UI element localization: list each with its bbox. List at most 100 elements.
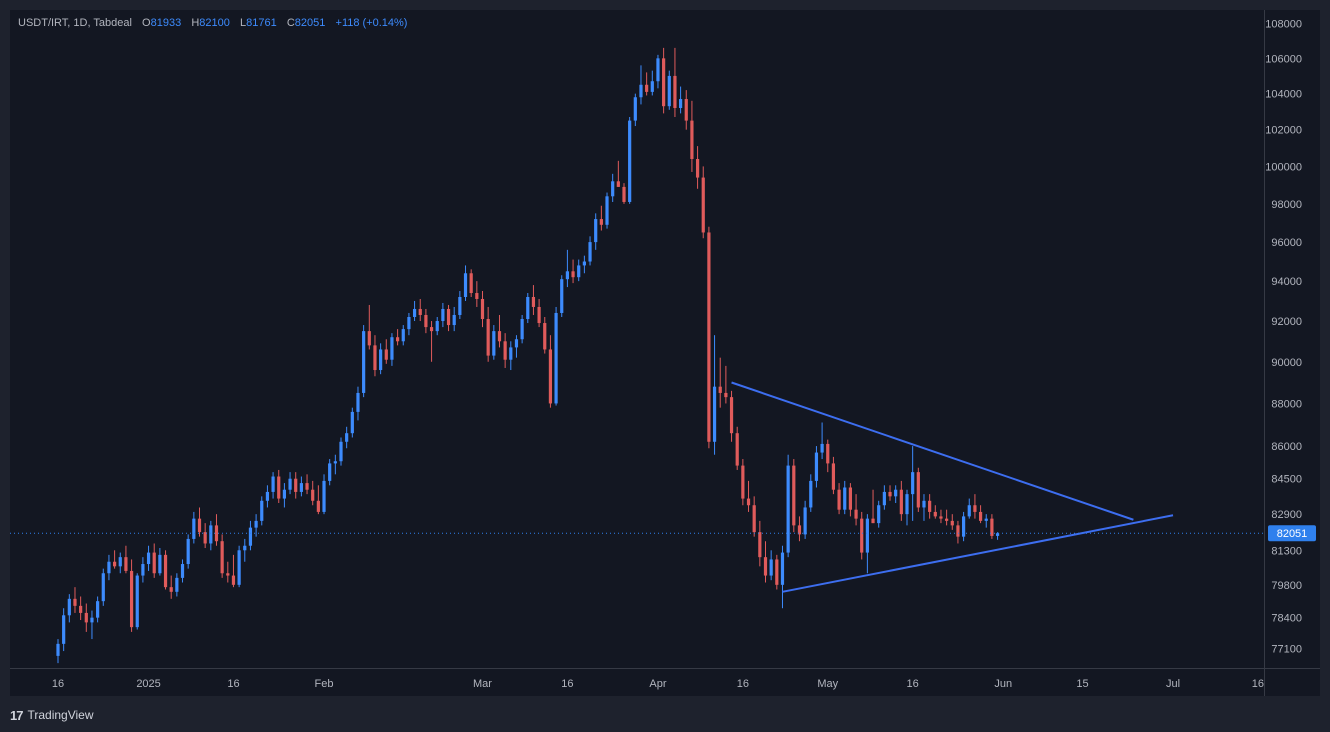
y-tick-label: 108000 [1265, 19, 1302, 31]
candle-body [967, 505, 971, 517]
candle-body [237, 550, 241, 585]
candle-body [180, 564, 185, 578]
candle-body [480, 298, 485, 320]
candle-body [882, 491, 886, 506]
y-tick-label: 88000 [1271, 398, 1302, 410]
time-axis-area[interactable] [10, 668, 1264, 696]
candle-body [492, 331, 496, 356]
candle-body [995, 533, 1000, 536]
candle-body [741, 465, 745, 499]
candle-body [594, 219, 598, 243]
y-tick-label: 106000 [1265, 53, 1302, 65]
y-tick-label: 92000 [1271, 316, 1302, 328]
symbol-label[interactable]: USDT/IRT, 1D, Tabdeal [18, 17, 132, 29]
candle-body [792, 465, 796, 526]
x-tick-label: Apr [649, 678, 666, 690]
candle-body [163, 554, 168, 588]
candle-body [837, 489, 841, 510]
candle-body [271, 476, 275, 492]
candle-body [865, 518, 869, 553]
candle-body [446, 308, 451, 326]
candle-body [786, 465, 790, 553]
candle-body [928, 500, 932, 512]
candle-body [282, 489, 286, 499]
x-tick-label: 15 [1076, 678, 1088, 690]
tradingview-logo-icon: 17 [10, 707, 24, 723]
candle-body [129, 570, 134, 628]
last-price-label: 82051 [1277, 528, 1308, 540]
candle-body [922, 500, 926, 508]
candle-body [763, 557, 768, 576]
candle-body [860, 518, 864, 553]
trendline-lower[interactable] [782, 514, 1174, 593]
candle-body [248, 527, 253, 546]
y-tick-label: 81300 [1271, 545, 1302, 557]
x-tick-label: Feb [315, 678, 334, 690]
candle-body [288, 478, 292, 490]
candle-body [475, 293, 479, 299]
candle-body [260, 500, 264, 521]
tradingview-footer[interactable]: 17 TradingView [10, 704, 94, 726]
candle-body [905, 494, 909, 515]
y-tick-label: 79800 [1271, 580, 1302, 592]
candle-body [945, 518, 949, 521]
candle-body [305, 483, 309, 490]
candle-body [463, 273, 468, 297]
trendline-upper[interactable] [731, 381, 1134, 521]
candle-body [701, 177, 705, 233]
candle-body [390, 337, 394, 360]
candle-body [231, 575, 236, 585]
y-tick-label: 77100 [1271, 644, 1302, 656]
candle-body [497, 331, 502, 342]
y-tick-label: 96000 [1271, 237, 1302, 249]
x-tick-label: Jul [1166, 678, 1180, 690]
candle-body [690, 120, 694, 159]
candle-body [209, 525, 213, 544]
candle-body [803, 507, 807, 535]
x-tick-label: 2025 [136, 678, 160, 690]
candle-body [254, 520, 258, 528]
candle-body [452, 314, 456, 326]
price-axis-area[interactable] [1264, 10, 1320, 696]
candle-body [96, 601, 100, 618]
candle-body [197, 518, 202, 533]
candle-body [265, 491, 270, 501]
candle-body [843, 487, 847, 510]
candle-body [113, 561, 117, 567]
y-tick-label: 84500 [1271, 474, 1302, 486]
candle-body [73, 598, 77, 606]
candle-body [956, 525, 960, 537]
candle-body [316, 500, 320, 512]
plot-area[interactable] [10, 10, 1264, 668]
candle-body [152, 552, 156, 574]
candle-body [911, 472, 915, 495]
candle-body [277, 476, 281, 499]
candle-body [990, 518, 994, 536]
candle-body [339, 441, 343, 462]
candle-body [633, 97, 637, 121]
candle-body [169, 587, 173, 592]
candle-body [531, 296, 536, 307]
candle-body [571, 271, 575, 278]
candle-body [888, 491, 892, 497]
candle-body [56, 643, 60, 656]
candle-body [667, 75, 671, 107]
candle-body [350, 411, 354, 434]
candle-body [848, 487, 852, 510]
candle-body [939, 516, 943, 519]
candle-body [871, 518, 875, 524]
y-tick-label: 100000 [1265, 161, 1302, 173]
candle-body [220, 541, 224, 574]
candle-body [656, 58, 660, 82]
candle-body [933, 511, 937, 517]
low-value: 81761 [246, 17, 277, 29]
candle-body [135, 575, 139, 628]
y-tick-label: 86000 [1271, 441, 1302, 453]
candle-body [973, 505, 977, 512]
candle-body [735, 433, 739, 466]
candle-body [101, 573, 105, 602]
candle-body [560, 279, 564, 313]
x-tick-label: 16 [561, 678, 573, 690]
